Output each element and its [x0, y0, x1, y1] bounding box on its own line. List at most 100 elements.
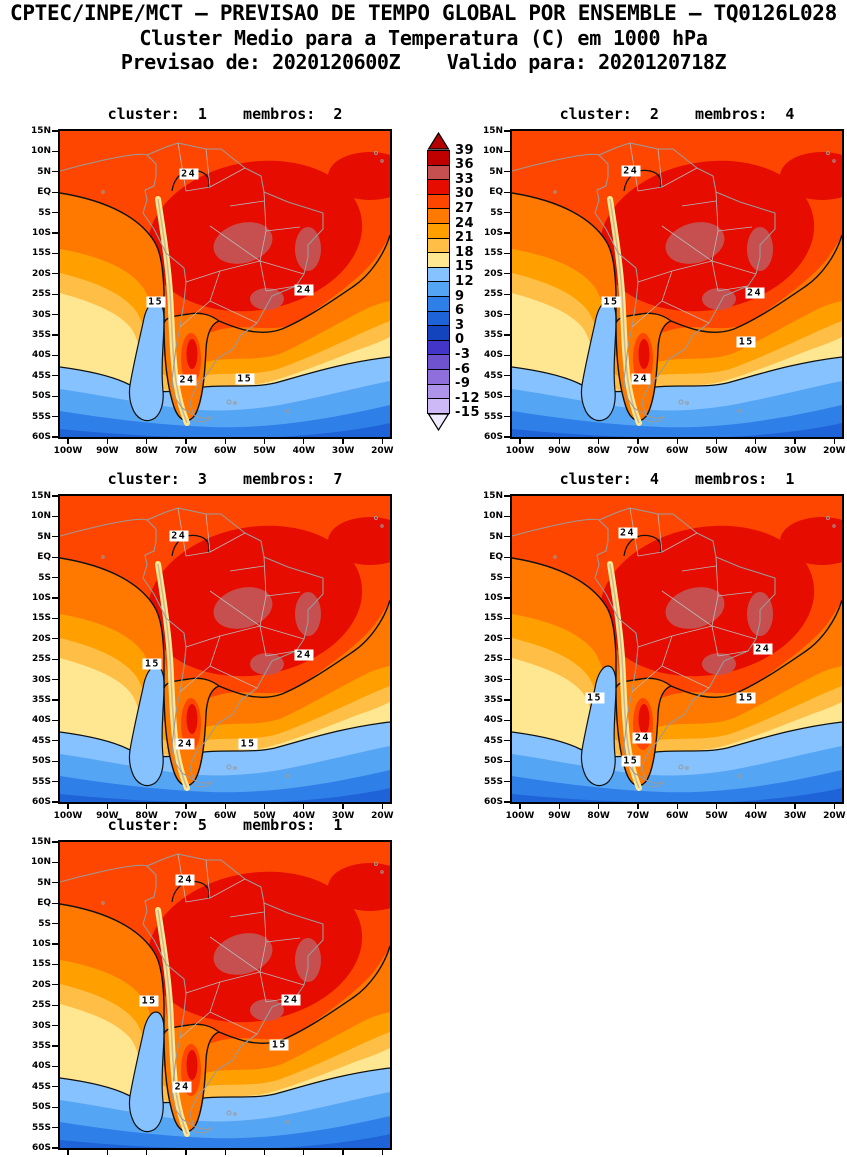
y-axis-tick [504, 293, 510, 295]
y-axis-tick [504, 597, 510, 599]
colorbar-tick-label: 12 [455, 273, 475, 289]
x-axis-tick [263, 804, 266, 809]
x-axis-tick-label: 20W [371, 446, 394, 456]
x-axis-tick [303, 439, 305, 444]
y-axis-tick-label: 55S [31, 411, 51, 422]
colorbar-band [427, 383, 450, 400]
map-plot: 15N 10N 5N EQ 5S 10S 15S 20S 25S 30S 35S 40S 45S 50S 5… [483, 491, 846, 821]
y-axis-tick-label: 10N [482, 511, 503, 522]
y-axis-tick-label: 15S [31, 613, 51, 624]
y-axis-tick-label: 40S [483, 350, 503, 361]
y-axis-tick [504, 211, 510, 214]
y-axis-tick-label: 15S [483, 613, 503, 624]
y-axis-tick [52, 375, 58, 377]
y-axis-tick [52, 536, 58, 538]
map-plot: 15N 10N 5N EQ 5S 10S 15S 20S 25S 30S 35S 40S 45S 50S 5… [31, 126, 394, 456]
x-axis-tick [381, 1150, 384, 1155]
y-axis-tick [52, 801, 58, 803]
y-axis-tick [52, 658, 58, 660]
y-axis-tick [504, 150, 510, 153]
contour-label-15: 15 [139, 995, 159, 1007]
y-axis-tick-label: 60S [483, 432, 503, 442]
map-plot: 15N 10N 5N EQ 5S 10S 15S 20S 25S 30S 35S 40S 45S 50S 5… [483, 126, 846, 456]
x-axis-tick [597, 804, 600, 809]
colorbar-band [427, 354, 450, 370]
x-axis-tick [715, 804, 718, 809]
y-axis-tick [504, 313, 510, 316]
x-axis-tick [794, 804, 796, 809]
y-axis-tick-label: 30S [31, 674, 51, 685]
colorbar-tick-label: 9 [455, 288, 465, 304]
y-axis-tick [504, 576, 510, 579]
x-axis-tick [833, 804, 836, 809]
x-axis-tick [342, 804, 344, 809]
x-axis-tick [755, 804, 757, 809]
colorbar-band [427, 252, 450, 268]
contour-label-15: 15 [142, 658, 162, 670]
y-axis-tick [52, 150, 58, 153]
colorbar-band [427, 368, 450, 385]
y-axis-tick [52, 273, 58, 275]
y-axis-tick-label: 40S [31, 350, 51, 361]
y-axis-tick [52, 780, 58, 783]
x-axis-tick [185, 439, 187, 444]
y-axis-tick-label: 10N [482, 146, 503, 157]
y-axis-tick [504, 536, 510, 538]
contour-label-24: 24 [632, 732, 652, 744]
x-axis-tick-label: 40W [744, 811, 768, 821]
y-axis-tick-label: 10S [31, 228, 51, 238]
map-plot: 15N 10N 5N EQ 5S 10S 15S 20S 25S 30S 35S 40S 45S 50S 5… [31, 837, 392, 1155]
y-axis-tick-label: 20S [483, 633, 503, 644]
x-axis-tick [145, 1150, 148, 1155]
y-axis-tick [504, 252, 510, 255]
y-axis-tick-label: 25S [31, 654, 51, 665]
y-axis-tick [52, 597, 58, 599]
colorbar-band [427, 339, 450, 356]
colorbar-tick-label: 21 [455, 230, 475, 246]
y-axis-tick [504, 436, 510, 438]
contour-label-15: 15 [584, 692, 605, 704]
y-axis-tick-label: 5N [489, 531, 503, 542]
figure-valid-times: Previsao de: 2020120600Z Valido para: 20… [120, 50, 727, 74]
x-axis-tick [342, 1150, 344, 1155]
y-axis-tick [504, 658, 510, 660]
contour-label-24: 24 [631, 373, 651, 385]
cluster-panel: cluster: 5 membros: 1 15N 10N 5N EQ 5S 10S 15S… [31, 814, 392, 1155]
y-axis-tick [52, 232, 58, 234]
contour-label-24: 24 [753, 643, 773, 655]
y-axis-tick-label: 25S [31, 1000, 51, 1011]
x-axis-tick [145, 804, 148, 809]
x-axis-tick-label: 70W [174, 811, 198, 821]
y-axis-tick-label: 40S [483, 715, 503, 726]
x-axis-tick [342, 439, 344, 444]
x-axis-tick-label: 100W [505, 811, 535, 821]
x-axis-tick [676, 804, 678, 809]
y-axis-tick [52, 495, 58, 497]
y-axis-tick-label: 15N [30, 126, 51, 136]
y-axis-tick-label: 20S [31, 979, 51, 990]
y-axis-tick-label: 10S [483, 593, 503, 603]
x-axis-tick-label: 50W [705, 446, 728, 456]
x-axis-tick-label: 100W [53, 446, 83, 456]
y-axis-tick [52, 191, 58, 193]
y-axis-tick [52, 252, 58, 255]
y-axis-tick [52, 1086, 58, 1088]
contour-label-15: 15 [269, 1039, 289, 1051]
y-axis-tick-label: 15N [482, 126, 503, 136]
y-axis-tick-label: 15S [31, 248, 51, 259]
x-axis-tick-label: 20W [371, 811, 394, 821]
x-axis-tick [558, 804, 560, 809]
y-axis-tick [52, 882, 58, 884]
contour-label-15: 15 [736, 336, 756, 348]
y-axis-tick [52, 943, 58, 945]
colorbar-tick-label: -12 [455, 390, 480, 406]
y-axis-tick [52, 902, 58, 904]
y-axis-tick-label: 20S [31, 268, 51, 279]
y-axis-tick [52, 760, 58, 762]
x-axis-tick [637, 804, 639, 809]
x-axis-tick-label: 50W [705, 811, 728, 821]
y-axis-tick-label: 60S [31, 1143, 51, 1153]
y-axis-tick-label: 50S [31, 391, 51, 402]
x-axis-tick-label: 30W [783, 446, 807, 456]
colorbar-tick-label: -6 [455, 361, 471, 377]
